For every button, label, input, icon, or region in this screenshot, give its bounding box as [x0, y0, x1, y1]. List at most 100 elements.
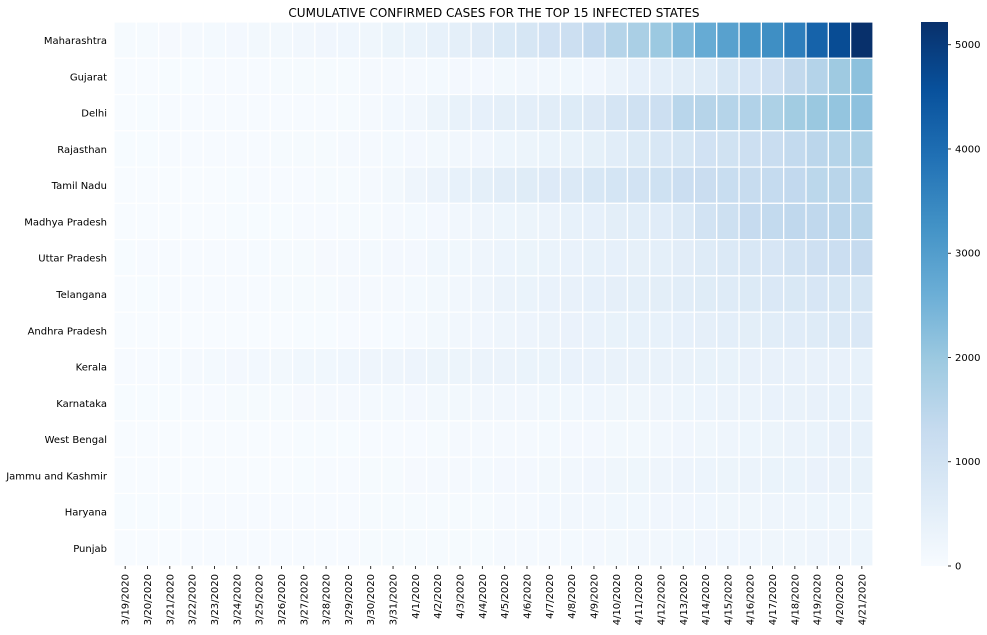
heatmap-cell: [492, 420, 517, 458]
heatmap-cell: [693, 529, 718, 567]
heatmap-cell: [827, 529, 852, 567]
heatmap-cell: [202, 456, 227, 495]
heatmap-cell: [470, 239, 495, 277]
heatmap-cell: [559, 130, 584, 168]
heatmap-cell: [470, 202, 495, 241]
heatmap-cell: [716, 275, 740, 313]
heatmap-cell: [113, 384, 137, 422]
heatmap-cell: [202, 202, 227, 241]
heatmap-cell: [805, 420, 829, 458]
x-tick-label: 4/1/2020: [411, 574, 422, 619]
heatmap-cell: [247, 384, 271, 422]
heatmap-cell: [850, 57, 874, 96]
heatmap-cell: [537, 492, 562, 531]
heatmap-cell: [716, 21, 740, 59]
heatmap-cell: [403, 21, 428, 59]
heatmap-cell: [202, 21, 227, 59]
colorbar-tick-label: 4000: [955, 144, 980, 155]
x-tick-label: 4/14/2020: [701, 574, 712, 625]
heatmap-cell: [269, 347, 294, 386]
y-tick-label: Delhi: [81, 109, 107, 120]
x-tick-label: 3/28/2020: [322, 574, 333, 625]
heatmap-cell: [626, 492, 651, 531]
heatmap-cell: [537, 420, 562, 458]
heatmap-cell: [649, 57, 673, 96]
heatmap-cell: [247, 130, 271, 168]
heatmap-cell: [202, 57, 227, 96]
heatmap-cell: [470, 311, 495, 349]
heatmap-cell: [738, 529, 762, 567]
heatmap-cell: [158, 456, 182, 495]
heatmap-cell: [537, 529, 562, 567]
heatmap-cell: [247, 492, 271, 531]
heatmap-cell: [827, 202, 852, 241]
heatmap-cell: [760, 529, 785, 567]
heatmap-cell: [336, 130, 361, 168]
heatmap-cell: [805, 130, 829, 168]
heatmap-cell: [403, 456, 428, 495]
heatmap-cell: [425, 456, 450, 495]
heatmap-cell: [626, 384, 651, 422]
heatmap-cell: [470, 130, 495, 168]
heatmap-cell: [582, 347, 606, 386]
heatmap-cell: [649, 384, 673, 422]
heatmap-cell: [403, 202, 428, 241]
x-tick-label: 4/9/2020: [589, 574, 600, 619]
heatmap-cell: [626, 21, 651, 59]
heatmap-cell: [760, 21, 785, 59]
heatmap-cell: [738, 57, 762, 96]
x-tick-label: 4/15/2020: [723, 574, 734, 625]
heatmap-cell: [582, 93, 606, 132]
heatmap-cell: [515, 57, 539, 96]
heatmap-cell: [559, 166, 584, 204]
heatmap-cell: [202, 384, 227, 422]
heatmap-cell: [448, 21, 472, 59]
heatmap-cell: [671, 166, 696, 204]
heatmap-cell: [225, 456, 249, 495]
heatmap-cell: [492, 202, 517, 241]
heatmap-cell: [693, 275, 718, 313]
heatmap-cell: [291, 492, 316, 531]
heatmap-cell: [738, 202, 762, 241]
heatmap-cell: [492, 93, 517, 132]
heatmap-cell: [291, 130, 316, 168]
heatmap-cell: [827, 93, 852, 132]
heatmap-cell: [783, 456, 807, 495]
heatmap-cell: [336, 202, 361, 241]
heatmap-cell: [113, 93, 137, 132]
heatmap-cell: [716, 130, 740, 168]
heatmap-cell: [158, 130, 182, 168]
heatmap-cell: [381, 130, 405, 168]
x-tick-label: 4/17/2020: [768, 574, 779, 625]
heatmap-cell: [492, 384, 517, 422]
heatmap-cell: [515, 93, 539, 132]
heatmap-cell: [559, 529, 584, 567]
heatmap-cell: [515, 529, 539, 567]
heatmap-cell: [314, 21, 338, 59]
heatmap-cell: [247, 311, 271, 349]
heatmap-cell: [671, 456, 696, 495]
heatmap-cell: [693, 21, 718, 59]
heatmap-cell: [269, 311, 294, 349]
x-tick-label: 4/12/2020: [656, 574, 667, 625]
heatmap-cell: [381, 93, 405, 132]
heatmap-cell: [225, 130, 249, 168]
heatmap-cell: [716, 202, 740, 241]
heatmap-cell: [358, 275, 383, 313]
heatmap-cell: [805, 347, 829, 386]
heatmap-cell: [336, 93, 361, 132]
heatmap-cell: [448, 93, 472, 132]
heatmap-cell: [850, 492, 874, 531]
heatmap-cell: [626, 130, 651, 168]
heatmap-cell: [135, 57, 160, 96]
heatmap-cell: [626, 420, 651, 458]
heatmap-cell: [515, 311, 539, 349]
heatmap-cell: [225, 57, 249, 96]
heatmap-cell: [582, 311, 606, 349]
heatmap-cell: [247, 420, 271, 458]
heatmap-cell: [515, 347, 539, 386]
heatmap-cell: [604, 275, 629, 313]
x-tick-label: 3/31/2020: [389, 574, 400, 625]
heatmap-cell: [783, 202, 807, 241]
heatmap-cell: [760, 202, 785, 241]
